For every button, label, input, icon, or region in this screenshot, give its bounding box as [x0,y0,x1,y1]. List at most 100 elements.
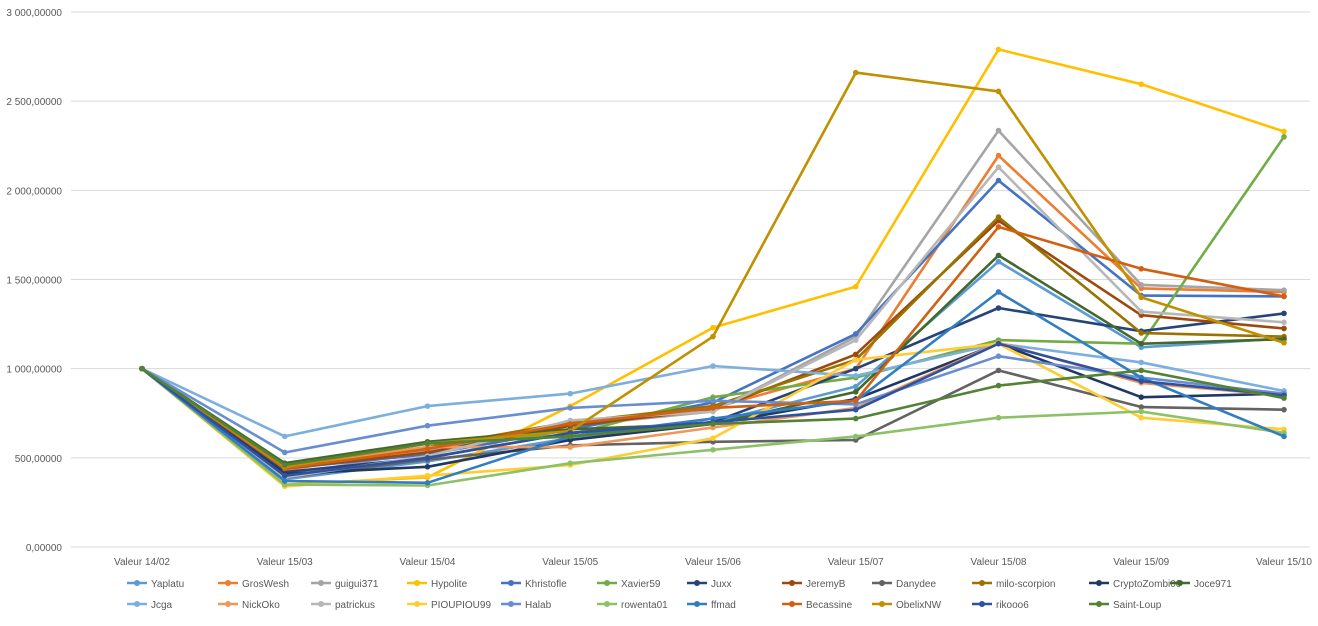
x-axis-tick-labels: Valeur 14/02 Valeur 15/03 Valeur 15/04 Vale… [114,557,1312,568]
legend-item: milo-scorpion [972,579,1055,590]
data-point [995,252,1002,259]
data-point [852,69,859,76]
legend-label: Joce971 [1194,579,1232,590]
legend-item: Khristofle [501,579,567,590]
legend-label: guigui371 [335,579,379,590]
y-tick-label: 2 000,00000 [6,186,62,197]
legend-swatch-marker [879,601,885,607]
data-point [424,463,431,470]
legend-swatch-marker [414,601,420,607]
legend-item: Danydee [872,579,936,590]
legend: Yaplatu GrosWesh guigui371 Hypolite Khristof… [127,579,1232,611]
data-point [1138,340,1145,347]
data-point [852,283,859,290]
data-point [1138,378,1145,384]
data-point [710,363,716,369]
legend-item: ffmad [687,600,736,611]
data-point [1281,310,1287,317]
data-point [424,455,431,461]
x-tick-label: Valeur 15/10 [1256,557,1312,568]
legend-label: CryptoZombi00 [1113,579,1182,590]
data-point [852,433,859,440]
data-point [852,351,859,358]
data-point [995,224,1002,230]
legend-label: Juxx [711,579,732,590]
legend-swatch-marker [694,580,700,586]
data-point [852,415,859,422]
y-tick-label: 3 000,00000 [6,8,62,19]
data-point [710,397,716,404]
data-point [852,397,859,404]
legend-label: Becassine [806,600,853,611]
y-tick-label: 2 500,00000 [6,97,62,108]
legend-label: GrosWesh [242,579,289,590]
data-point [1138,408,1145,415]
legend-item: ObelixNW [872,600,942,611]
data-point [1281,128,1287,135]
data-point [710,435,716,442]
data-point [995,367,1002,374]
legend-swatch-marker [225,580,231,586]
y-tick-label: 1 000,00000 [6,365,62,376]
data-point [1138,330,1145,336]
data-point [281,478,288,484]
legend-label: rikooo6 [996,600,1029,611]
data-point [995,258,1002,265]
legend-item: NickOko [218,600,280,611]
data-point [1138,359,1145,366]
data-point [281,449,288,456]
series-lines [139,46,1287,490]
data-point [567,390,574,397]
data-point [710,324,716,331]
legend-swatch-marker [1177,580,1183,586]
legend-item: PIOUPIOU99 [407,600,491,611]
legend-swatch-marker [789,601,795,607]
legend-item: JeremyB [782,579,846,590]
data-point [1138,404,1145,410]
data-point [567,405,574,411]
legend-swatch-marker [979,580,985,586]
data-point [852,373,859,379]
legend-label: Saint-Loup [1113,600,1162,611]
data-point [1138,81,1145,88]
legend-label: rowenta01 [621,600,668,611]
series-saint-loup [139,365,1287,468]
data-point [281,472,288,479]
legend-label: Danydee [896,579,936,590]
data-point [1138,266,1145,272]
data-point [1281,340,1287,346]
data-point [424,472,431,479]
legend-swatch-marker [979,601,985,607]
data-point [424,403,431,409]
legend-item: Juxx [687,579,732,590]
legend-item: Becassine [782,600,853,611]
data-point [1138,294,1145,301]
y-tick-label: 500,00000 [15,454,63,465]
legend-item: Yaplatu [127,579,184,590]
data-point [1138,367,1145,374]
legend-swatch-marker [134,601,140,607]
gridlines [71,11,1310,548]
legend-swatch-marker [1096,601,1102,607]
data-point [1281,395,1287,401]
legend-item: rowenta01 [597,600,668,611]
data-point [1138,308,1145,315]
legend-item: Xavier59 [597,579,661,590]
x-tick-label: Valeur 15/04 [400,557,456,568]
data-point [1281,406,1287,413]
data-point [995,177,1002,184]
data-point [1138,394,1145,401]
legend-item: Jcga [127,600,173,611]
legend-label: patrickus [335,600,375,611]
legend-swatch-marker [789,580,795,586]
series-becassine [139,224,1287,472]
legend-item: Joce971 [1170,579,1232,590]
y-axis-tick-labels: 0,00000 500,00000 1 000,00000 1 500,00000 2 … [6,8,62,554]
data-point [567,421,574,427]
data-point [567,460,574,466]
data-point [1138,282,1145,288]
data-point [1281,325,1287,332]
legend-swatch-marker [604,601,610,607]
